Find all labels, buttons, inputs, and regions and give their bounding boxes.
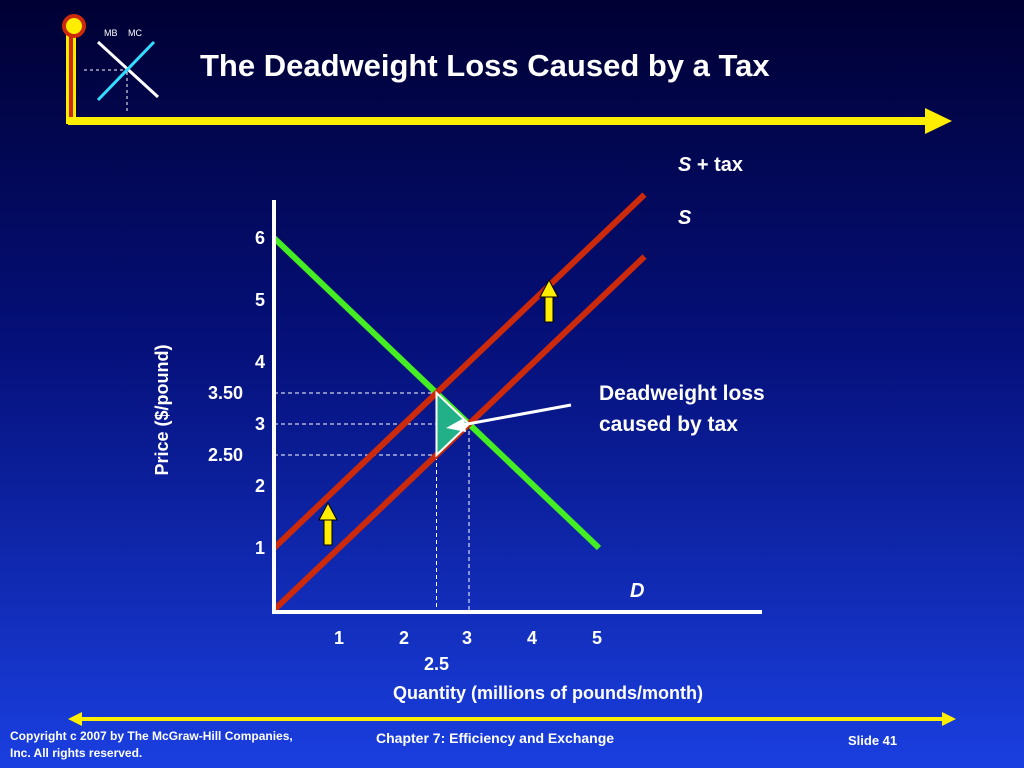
- header-arrowhead: [925, 108, 952, 134]
- y-tick-label-extra: 2.50: [208, 445, 243, 465]
- annotation-line2: caused by tax: [599, 413, 738, 436]
- tax-arrow-lower: [318, 501, 338, 546]
- annotation-arrowhead: [446, 418, 466, 432]
- logo-mc-label: MC: [128, 28, 142, 38]
- y-tick-label-extra: 3.50: [208, 383, 243, 403]
- x-tick-label-extra: 2.5: [424, 654, 449, 674]
- y-tick-label: 1: [255, 538, 265, 558]
- tax-arrow-upper: [539, 278, 559, 323]
- logo-mb-line: [96, 40, 156, 102]
- x-tick-label: 5: [592, 628, 602, 648]
- x-tick-label: 3: [462, 628, 472, 648]
- deadweight-loss-triangle: [435, 390, 471, 458]
- header-decoration: MB MC: [62, 14, 952, 134]
- copyright-text: Copyright c 2007 by The McGraw-Hill Comp…: [10, 729, 293, 760]
- y-axis-label: Price ($/pound): [152, 344, 172, 475]
- slide-number: Slide 41: [848, 733, 898, 748]
- header-horizontal-bar: [68, 117, 930, 125]
- annotation-arrow-line: [461, 403, 572, 427]
- series-line-s-tax: [271, 192, 647, 551]
- chapter-label: Chapter 7: Efficiency and Exchange: [376, 730, 615, 746]
- x-axis-label: Quantity (millions of pounds/month): [393, 683, 703, 703]
- y-tick-label: 5: [255, 290, 265, 310]
- x-tick-label: 2: [399, 628, 409, 648]
- logo-mb-label: MB: [104, 28, 118, 38]
- y-tick-label: 3: [255, 414, 265, 434]
- annotation-line1: Deadweight loss: [599, 382, 765, 405]
- slide-title: The Deadweight Loss Caused by a Tax: [200, 48, 770, 83]
- label-demand: D: [630, 580, 644, 602]
- y-tick-label: 4: [255, 352, 265, 372]
- y-tick-label: 6: [255, 228, 265, 248]
- footer-decoration: [68, 712, 956, 726]
- header-vertical-bar-inner: [69, 30, 73, 118]
- y-tick-label: 2: [255, 476, 265, 496]
- label-s-plus-tax: S + tax: [678, 154, 743, 176]
- x-tick-label: 4: [527, 628, 537, 648]
- x-tick-label: 1: [334, 628, 344, 648]
- logo-circle: [62, 14, 86, 38]
- label-supply: S: [678, 207, 692, 229]
- chart: 1 2 3 4 5 2.5 1 2 3 4 5 6 3.50 2.50 S + tax S D Deadw…: [152, 154, 765, 703]
